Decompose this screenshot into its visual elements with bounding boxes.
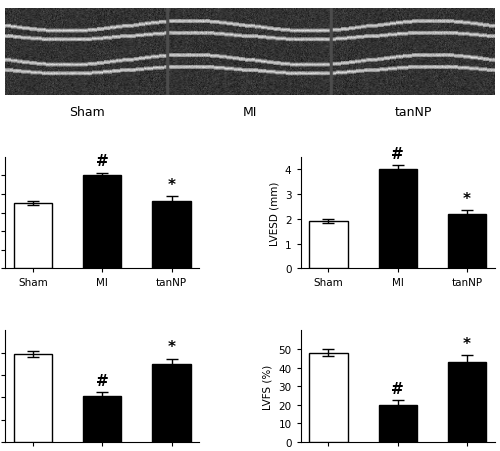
Text: #: #: [96, 154, 108, 169]
Text: #: #: [392, 381, 404, 396]
Text: *: *: [168, 340, 175, 354]
Bar: [378, 170, 417, 269]
Bar: [152, 201, 190, 269]
Bar: [310, 222, 348, 269]
Text: #: #: [392, 147, 404, 161]
Text: tanNP: tanNP: [394, 106, 432, 119]
Bar: [310, 353, 348, 442]
Y-axis label: LVESD (mm): LVESD (mm): [270, 181, 280, 245]
Bar: [152, 364, 190, 442]
Text: *: *: [463, 336, 471, 351]
Bar: [378, 405, 417, 442]
Bar: [14, 204, 52, 269]
Text: MI: MI: [243, 106, 257, 119]
Text: *: *: [463, 191, 471, 206]
Y-axis label: LVFS (%): LVFS (%): [263, 364, 273, 409]
Bar: [83, 396, 122, 442]
Text: Sham: Sham: [69, 106, 104, 119]
Text: #: #: [96, 373, 108, 388]
Bar: [448, 214, 486, 269]
Bar: [448, 362, 486, 442]
Bar: [83, 176, 122, 269]
Bar: [14, 354, 52, 442]
Text: *: *: [168, 178, 175, 193]
